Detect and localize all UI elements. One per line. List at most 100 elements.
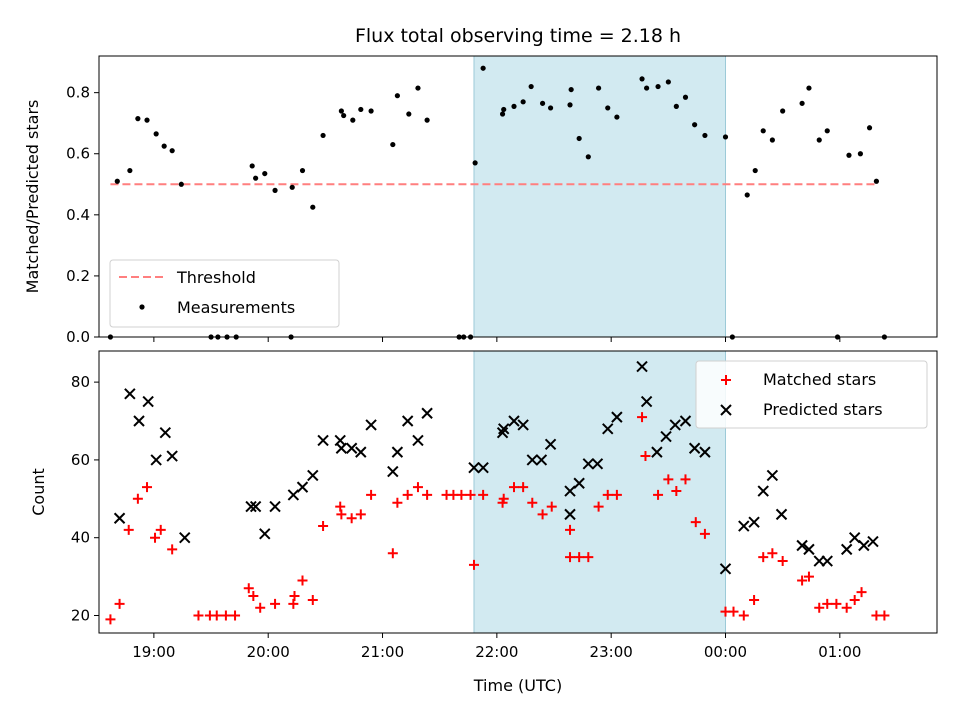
data-point <box>480 65 486 71</box>
legend-box <box>695 360 928 429</box>
axes-frame <box>98 55 938 338</box>
data-point <box>167 544 178 555</box>
legend-matched-swatch <box>721 375 731 385</box>
x-tick-label: 01:00 <box>818 643 861 661</box>
data-point <box>297 575 308 586</box>
series-matched-stars <box>105 412 890 625</box>
data-point <box>391 446 404 458</box>
data-point <box>365 419 377 431</box>
data-point <box>840 543 853 556</box>
data-point <box>738 610 749 621</box>
axes-frame <box>98 350 938 634</box>
bottom-panel: 20 40 60 80 19:00 20:00 21:00 22:00 23:00 00:00 01… <box>29 350 938 661</box>
data-point <box>535 454 548 466</box>
data-point <box>699 446 711 458</box>
data-point <box>671 486 682 497</box>
data-point <box>682 94 689 100</box>
data-point <box>387 548 398 559</box>
data-point <box>527 497 538 508</box>
data-point <box>421 407 433 419</box>
data-point <box>775 508 788 521</box>
data-point <box>387 465 399 478</box>
data-point <box>456 489 467 500</box>
data-point <box>253 175 259 181</box>
data-point <box>692 122 698 128</box>
legend-predicted-swatch <box>720 404 732 416</box>
data-point <box>355 446 367 458</box>
data-point <box>866 125 873 131</box>
data-point <box>477 461 489 474</box>
data-point <box>673 103 679 109</box>
data-point <box>803 571 814 582</box>
data-point <box>249 163 255 169</box>
data-point <box>299 167 306 174</box>
data-point <box>814 602 825 613</box>
data-point <box>757 485 769 497</box>
data-point <box>644 85 650 91</box>
data-point <box>602 489 613 500</box>
data-point <box>544 438 557 451</box>
data-point <box>595 85 602 91</box>
data-point <box>245 500 257 513</box>
data-point <box>728 606 739 617</box>
legend: Threshold Measurements <box>109 259 340 328</box>
legend-label: Measurements <box>177 298 295 317</box>
data-point <box>879 610 890 621</box>
data-point <box>806 85 812 91</box>
data-point <box>392 497 403 508</box>
data-point <box>169 148 175 154</box>
data-point <box>758 552 769 563</box>
y-tick-label: 40 <box>71 529 90 547</box>
data-point <box>690 517 701 528</box>
data-point <box>114 178 120 184</box>
data-point <box>614 114 620 120</box>
legend-box <box>109 259 340 328</box>
data-point <box>366 489 377 500</box>
data-point <box>568 86 574 93</box>
data-point <box>547 105 554 111</box>
data-point <box>517 419 529 431</box>
data-point <box>841 602 852 613</box>
data-point <box>528 83 534 90</box>
data-point <box>159 426 172 439</box>
data-point <box>605 105 611 111</box>
data-point <box>142 482 153 493</box>
series-predicted-stars <box>113 360 879 575</box>
data-point <box>518 482 529 493</box>
data-point <box>346 513 357 524</box>
data-point <box>797 575 808 586</box>
data-point <box>350 117 356 123</box>
data-point <box>499 111 506 117</box>
data-point <box>511 103 517 109</box>
data-point <box>738 520 750 532</box>
data-point <box>336 509 347 520</box>
data-point <box>310 204 316 210</box>
data-point <box>255 602 266 613</box>
data-point <box>161 143 167 149</box>
y-tick-label: 0.4 <box>66 206 90 224</box>
data-point <box>402 489 413 500</box>
data-point <box>153 131 159 137</box>
data-point <box>873 178 880 184</box>
data-point <box>269 500 281 513</box>
data-point <box>498 423 510 435</box>
data-point <box>539 100 546 106</box>
data-point <box>243 583 254 594</box>
legend-measurements-swatch <box>139 304 145 310</box>
data-point <box>508 482 519 493</box>
data-point <box>468 461 480 474</box>
data-point <box>669 419 681 431</box>
data-point <box>335 442 348 454</box>
x-tick-label: 19:00 <box>132 643 175 661</box>
data-point <box>651 446 663 458</box>
data-point <box>602 423 614 435</box>
y-tick-label: 60 <box>71 451 90 469</box>
data-point <box>105 614 116 625</box>
data-point <box>680 474 691 485</box>
data-point <box>663 474 674 485</box>
data-point <box>335 501 346 512</box>
data-point <box>318 521 329 532</box>
data-point <box>593 501 604 512</box>
data-point <box>848 531 861 544</box>
